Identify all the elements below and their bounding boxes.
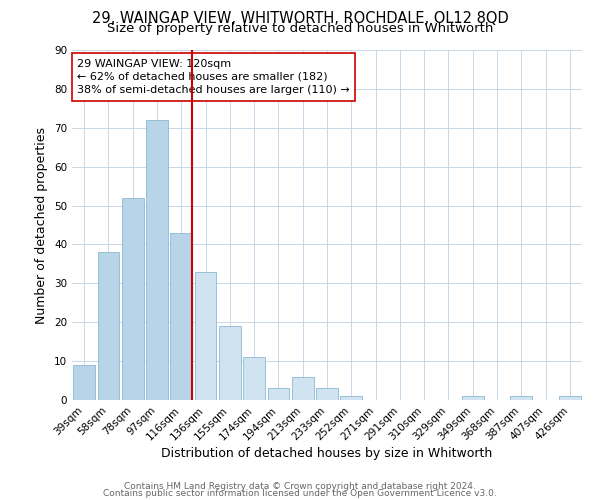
Bar: [219, 326, 241, 400]
Text: 29 WAINGAP VIEW: 120sqm
← 62% of detached houses are smaller (182)
38% of semi-d: 29 WAINGAP VIEW: 120sqm ← 62% of detache…: [77, 58, 350, 95]
Text: Size of property relative to detached houses in Whitworth: Size of property relative to detached ho…: [107, 22, 493, 35]
Bar: [170, 233, 192, 400]
Text: 29, WAINGAP VIEW, WHITWORTH, ROCHDALE, OL12 8QD: 29, WAINGAP VIEW, WHITWORTH, ROCHDALE, O…: [92, 11, 508, 26]
Text: Contains HM Land Registry data © Crown copyright and database right 2024.: Contains HM Land Registry data © Crown c…: [124, 482, 476, 491]
Bar: [559, 396, 581, 400]
Bar: [511, 396, 532, 400]
X-axis label: Distribution of detached houses by size in Whitworth: Distribution of detached houses by size …: [161, 448, 493, 460]
Bar: [268, 388, 289, 400]
Y-axis label: Number of detached properties: Number of detached properties: [35, 126, 49, 324]
Bar: [122, 198, 143, 400]
Bar: [73, 365, 95, 400]
Bar: [97, 252, 119, 400]
Bar: [194, 272, 217, 400]
Bar: [316, 388, 338, 400]
Text: Contains public sector information licensed under the Open Government Licence v3: Contains public sector information licen…: [103, 488, 497, 498]
Bar: [340, 396, 362, 400]
Bar: [462, 396, 484, 400]
Bar: [243, 357, 265, 400]
Bar: [292, 376, 314, 400]
Bar: [146, 120, 168, 400]
